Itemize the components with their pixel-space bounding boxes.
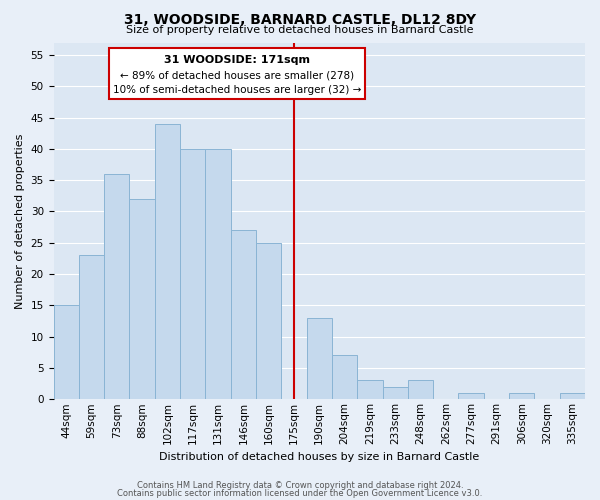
Bar xyxy=(332,356,357,400)
Text: 31, WOODSIDE, BARNARD CASTLE, DL12 8DY: 31, WOODSIDE, BARNARD CASTLE, DL12 8DY xyxy=(124,12,476,26)
Text: 31 WOODSIDE: 171sqm: 31 WOODSIDE: 171sqm xyxy=(164,55,310,65)
Bar xyxy=(79,256,104,400)
Bar xyxy=(383,386,408,400)
Bar xyxy=(357,380,383,400)
Bar xyxy=(509,393,535,400)
Bar xyxy=(230,230,256,400)
Text: ← 89% of detached houses are smaller (278): ← 89% of detached houses are smaller (27… xyxy=(120,70,354,80)
Y-axis label: Number of detached properties: Number of detached properties xyxy=(15,133,25,308)
Bar xyxy=(256,243,281,400)
Bar xyxy=(155,124,180,400)
Bar xyxy=(205,149,230,400)
Text: Size of property relative to detached houses in Barnard Castle: Size of property relative to detached ho… xyxy=(126,25,474,35)
Bar xyxy=(104,174,130,400)
Bar xyxy=(408,380,433,400)
Text: 10% of semi-detached houses are larger (32) →: 10% of semi-detached houses are larger (… xyxy=(113,85,361,95)
Text: Contains HM Land Registry data © Crown copyright and database right 2024.: Contains HM Land Registry data © Crown c… xyxy=(137,481,463,490)
X-axis label: Distribution of detached houses by size in Barnard Castle: Distribution of detached houses by size … xyxy=(159,452,479,462)
Bar xyxy=(53,306,79,400)
Bar xyxy=(180,149,205,400)
Bar xyxy=(458,393,484,400)
Bar xyxy=(130,199,155,400)
Bar xyxy=(307,318,332,400)
Bar xyxy=(560,393,585,400)
FancyBboxPatch shape xyxy=(109,48,365,99)
Text: Contains public sector information licensed under the Open Government Licence v3: Contains public sector information licen… xyxy=(118,488,482,498)
